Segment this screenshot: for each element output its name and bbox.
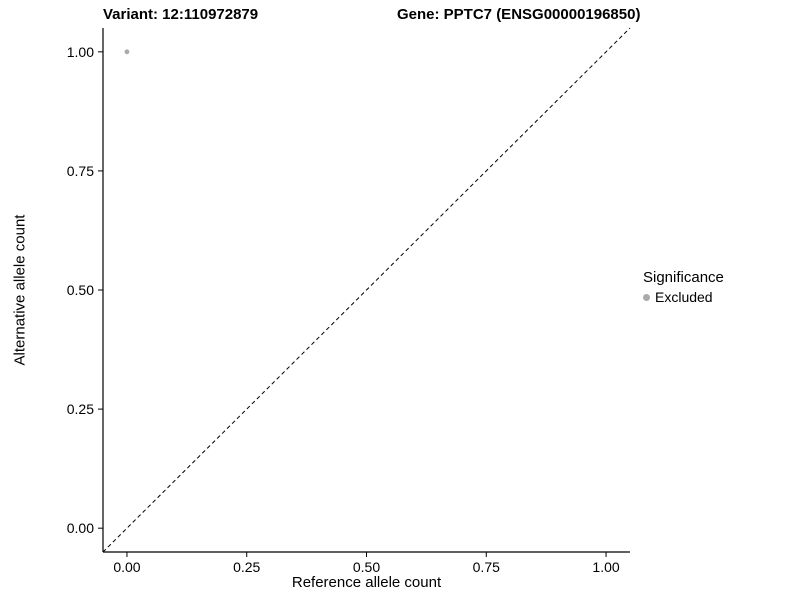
- y-axis-title: Alternative allele count: [11, 214, 29, 366]
- legend-key-dot: [643, 293, 650, 301]
- y-tick-label: 0.50: [67, 282, 94, 298]
- x-tick-label: 1.00: [592, 559, 619, 575]
- legend-entries: Excluded: [643, 289, 724, 305]
- x-tick-label: 0.00: [113, 559, 140, 575]
- y-tick-label: 1.00: [67, 44, 94, 60]
- x-tick-label: 0.75: [473, 559, 500, 575]
- y-tick-label: 0.25: [67, 401, 94, 417]
- legend-title: Significance: [643, 269, 724, 286]
- y-tick-label: 0.75: [67, 163, 94, 179]
- data-point: [124, 49, 130, 55]
- x-tick-label: 0.25: [233, 559, 260, 575]
- legend-entry-label: Excluded: [655, 289, 713, 305]
- identity-reference-line: [102, 27, 631, 553]
- y-tick-label: 0.00: [67, 520, 94, 536]
- chart-title-gene: Gene: PPTC7 (ENSG00000196850): [397, 6, 641, 23]
- x-axis-title: Reference allele count: [291, 574, 442, 591]
- x-tick-label: 0.50: [353, 559, 380, 575]
- legend: Significance Excluded: [643, 269, 724, 305]
- legend-entry: Excluded: [643, 289, 724, 305]
- chart-title-variant: Variant: 12:110972879: [103, 6, 259, 23]
